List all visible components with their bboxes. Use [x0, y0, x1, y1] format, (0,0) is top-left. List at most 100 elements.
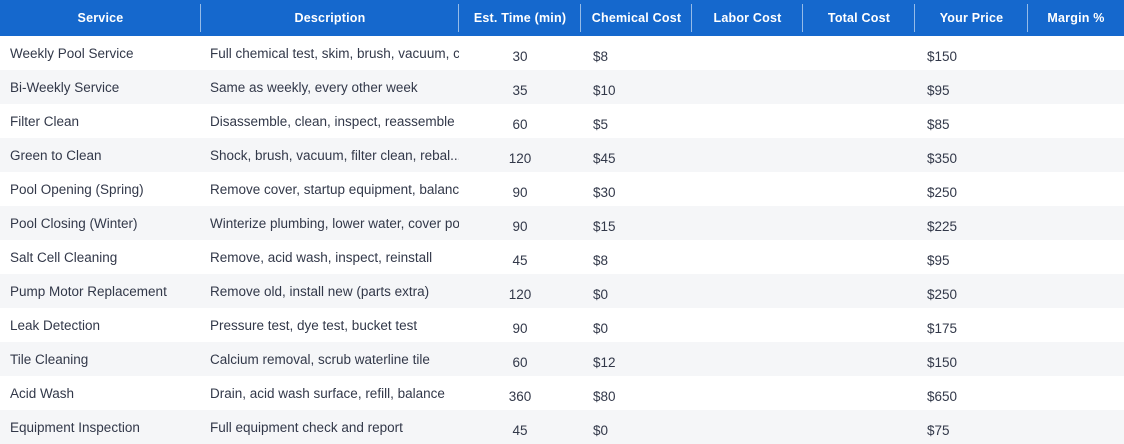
cell-chemical-cost[interactable]: $0 — [581, 308, 692, 342]
cell-labor-cost[interactable] — [692, 376, 803, 410]
cell-est-time[interactable]: 60 — [459, 104, 581, 138]
cell-service[interactable]: Pump Motor Replacement — [0, 274, 201, 308]
cell-description[interactable]: Same as weekly, every other week — [201, 70, 459, 104]
cell-description[interactable]: Winterize plumbing, lower water, cover p… — [201, 206, 459, 240]
table-row[interactable]: Salt Cell Cleaning Remove, acid wash, in… — [0, 240, 1124, 274]
column-header-description[interactable]: Description — [201, 0, 459, 36]
cell-your-price[interactable]: $85 — [915, 104, 1028, 138]
table-row[interactable]: Leak Detection Pressure test, dye test, … — [0, 308, 1124, 342]
cell-chemical-cost[interactable]: $0 — [581, 410, 692, 444]
cell-service[interactable]: Equipment Inspection — [0, 410, 201, 444]
table-row[interactable]: Pool Opening (Spring) Remove cover, star… — [0, 172, 1124, 206]
cell-total-cost[interactable] — [803, 274, 915, 308]
cell-margin-pct[interactable] — [1028, 104, 1124, 138]
cell-description[interactable]: Calcium removal, scrub waterline tile — [201, 342, 459, 376]
cell-your-price[interactable]: $175 — [915, 308, 1028, 342]
cell-total-cost[interactable] — [803, 342, 915, 376]
cell-total-cost[interactable] — [803, 70, 915, 104]
cell-labor-cost[interactable] — [692, 206, 803, 240]
cell-description[interactable]: Remove, acid wash, inspect, reinstall — [201, 240, 459, 274]
cell-est-time[interactable]: 45 — [459, 410, 581, 444]
cell-chemical-cost[interactable]: $45 — [581, 138, 692, 172]
cell-labor-cost[interactable] — [692, 172, 803, 206]
cell-chemical-cost[interactable]: $5 — [581, 104, 692, 138]
cell-margin-pct[interactable] — [1028, 240, 1124, 274]
cell-labor-cost[interactable] — [692, 70, 803, 104]
cell-total-cost[interactable] — [803, 410, 915, 444]
cell-service[interactable]: Green to Clean — [0, 138, 201, 172]
cell-your-price[interactable]: $350 — [915, 138, 1028, 172]
cell-your-price[interactable]: $95 — [915, 240, 1028, 274]
cell-est-time[interactable]: 35 — [459, 70, 581, 104]
cell-est-time[interactable]: 120 — [459, 138, 581, 172]
column-header-chemical-cost[interactable]: Chemical Cost — [581, 0, 692, 36]
cell-total-cost[interactable] — [803, 240, 915, 274]
cell-description[interactable]: Remove cover, startup equipment, balanc.… — [201, 172, 459, 206]
cell-margin-pct[interactable] — [1028, 172, 1124, 206]
cell-service[interactable]: Bi-Weekly Service — [0, 70, 201, 104]
cell-total-cost[interactable] — [803, 172, 915, 206]
cell-est-time[interactable]: 30 — [459, 36, 581, 70]
cell-chemical-cost[interactable]: $30 — [581, 172, 692, 206]
cell-description[interactable]: Full equipment check and report — [201, 410, 459, 444]
cell-labor-cost[interactable] — [692, 240, 803, 274]
column-header-est-time[interactable]: Est. Time (min) — [459, 0, 581, 36]
cell-labor-cost[interactable] — [692, 138, 803, 172]
cell-margin-pct[interactable] — [1028, 138, 1124, 172]
column-header-service[interactable]: Service — [0, 0, 201, 36]
cell-chemical-cost[interactable]: $12 — [581, 342, 692, 376]
cell-total-cost[interactable] — [803, 376, 915, 410]
cell-margin-pct[interactable] — [1028, 70, 1124, 104]
cell-total-cost[interactable] — [803, 206, 915, 240]
cell-margin-pct[interactable] — [1028, 376, 1124, 410]
table-row[interactable]: Pool Closing (Winter) Winterize plumbing… — [0, 206, 1124, 240]
cell-service[interactable]: Filter Clean — [0, 104, 201, 138]
cell-margin-pct[interactable] — [1028, 410, 1124, 444]
cell-service[interactable]: Salt Cell Cleaning — [0, 240, 201, 274]
cell-labor-cost[interactable] — [692, 104, 803, 138]
cell-est-time[interactable]: 120 — [459, 274, 581, 308]
cell-total-cost[interactable] — [803, 138, 915, 172]
cell-service[interactable]: Leak Detection — [0, 308, 201, 342]
table-row[interactable]: Acid Wash Drain, acid wash surface, refi… — [0, 376, 1124, 410]
cell-chemical-cost[interactable]: $0 — [581, 274, 692, 308]
cell-labor-cost[interactable] — [692, 308, 803, 342]
cell-labor-cost[interactable] — [692, 342, 803, 376]
cell-total-cost[interactable] — [803, 36, 915, 70]
cell-margin-pct[interactable] — [1028, 274, 1124, 308]
cell-chemical-cost[interactable]: $15 — [581, 206, 692, 240]
column-header-labor-cost[interactable]: Labor Cost — [692, 0, 803, 36]
cell-margin-pct[interactable] — [1028, 206, 1124, 240]
cell-labor-cost[interactable] — [692, 36, 803, 70]
cell-est-time[interactable]: 60 — [459, 342, 581, 376]
cell-chemical-cost[interactable]: $80 — [581, 376, 692, 410]
cell-est-time[interactable]: 45 — [459, 240, 581, 274]
cell-service[interactable]: Pool Opening (Spring) — [0, 172, 201, 206]
table-row[interactable]: Bi-Weekly Service Same as weekly, every … — [0, 70, 1124, 104]
cell-your-price[interactable]: $150 — [915, 36, 1028, 70]
table-row[interactable]: Green to Clean Shock, brush, vacuum, fil… — [0, 138, 1124, 172]
cell-margin-pct[interactable] — [1028, 308, 1124, 342]
cell-description[interactable]: Full chemical test, skim, brush, vacuum,… — [201, 36, 459, 70]
cell-description[interactable]: Pressure test, dye test, bucket test — [201, 308, 459, 342]
table-row[interactable]: Tile Cleaning Calcium removal, scrub wat… — [0, 342, 1124, 376]
cell-est-time[interactable]: 90 — [459, 172, 581, 206]
cell-est-time[interactable]: 90 — [459, 308, 581, 342]
cell-total-cost[interactable] — [803, 308, 915, 342]
column-header-margin-pct[interactable]: Margin % — [1047, 11, 1105, 25]
table-row[interactable]: Filter Clean Disassemble, clean, inspect… — [0, 104, 1124, 138]
cell-description[interactable]: Drain, acid wash surface, refill, balanc… — [201, 376, 459, 410]
cell-service[interactable]: Weekly Pool Service — [0, 36, 201, 70]
cell-labor-cost[interactable] — [692, 274, 803, 308]
cell-chemical-cost[interactable]: $8 — [581, 240, 692, 274]
column-header-your-price[interactable]: Your Price — [915, 0, 1028, 36]
table-row[interactable]: Equipment Inspection Full equipment chec… — [0, 410, 1124, 444]
cell-total-cost[interactable] — [803, 104, 915, 138]
cell-description[interactable]: Remove old, install new (parts extra) — [201, 274, 459, 308]
cell-your-price[interactable]: $75 — [915, 410, 1028, 444]
column-header-total-cost[interactable]: Total Cost — [803, 0, 915, 36]
cell-description[interactable]: Shock, brush, vacuum, filter clean, reba… — [201, 138, 459, 172]
cell-margin-pct[interactable] — [1028, 36, 1124, 70]
cell-margin-pct[interactable] — [1028, 342, 1124, 376]
cell-your-price[interactable]: $250 — [915, 172, 1028, 206]
